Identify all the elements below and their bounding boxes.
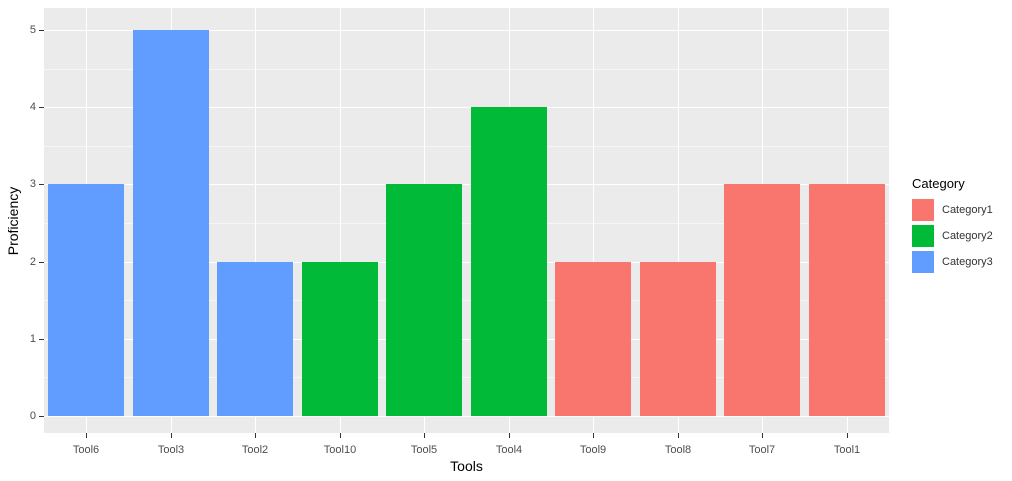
bar-tool10: [302, 262, 378, 416]
y-tick: [39, 107, 44, 109]
x-tick: [593, 433, 594, 438]
gridline-major-v: [678, 8, 679, 433]
y-tick-label: 5: [29, 24, 36, 36]
bar-tool8: [640, 262, 716, 416]
gridline-minor-h: [44, 145, 889, 147]
legend-item-category3: Category3: [912, 251, 1012, 273]
gridline-major-v: [593, 8, 594, 433]
y-tick: [39, 30, 44, 31]
y-tick: [39, 184, 44, 186]
gridline-major-h: [44, 184, 889, 186]
gridline-major-h: [44, 30, 889, 31]
legend-label: Category3: [942, 256, 993, 268]
legend-swatch-category3: [912, 251, 934, 273]
x-tick-label: Tool8: [664, 444, 692, 456]
x-tick-label: Tool1: [833, 444, 861, 456]
plot-panel: [44, 8, 889, 433]
bar-tool6: [48, 184, 124, 416]
bar-tool4: [471, 107, 547, 416]
y-tick: [39, 416, 44, 417]
bar-tool3: [133, 30, 209, 416]
y-tick-label: 0: [29, 410, 36, 422]
gridline-minor-h: [44, 377, 889, 379]
x-tick: [847, 433, 848, 438]
y-tick: [39, 338, 44, 340]
x-tick: [762, 433, 763, 438]
legend-label: Category2: [942, 230, 993, 242]
gridline-major-v: [255, 8, 256, 433]
x-tick: [424, 433, 425, 438]
legend-title: Category: [912, 176, 965, 191]
x-axis-title: Tools: [450, 458, 483, 474]
gridline-minor-h: [44, 68, 889, 70]
legend-swatch-category2: [912, 225, 934, 247]
x-tick: [509, 433, 510, 438]
x-tick-label: Tool2: [241, 444, 269, 456]
y-tick: [39, 261, 44, 263]
legend-swatch-category1: [912, 199, 934, 221]
gridline-minor-h: [44, 300, 889, 302]
bar-tool7: [724, 184, 800, 416]
bar-tool2: [217, 262, 293, 416]
gridline-minor-h: [44, 223, 889, 224]
y-tick-label: 4: [29, 101, 36, 114]
legend: Category Category1 Category2 Category3: [912, 176, 1012, 277]
x-tick-label: Tool3: [157, 444, 185, 456]
x-tick: [255, 433, 256, 438]
y-axis-title: Proficiency: [5, 186, 21, 256]
x-tick: [340, 433, 341, 438]
bar-tool1: [809, 184, 885, 416]
y-tick-label: 2: [29, 255, 36, 268]
x-tick-label: Tool6: [72, 444, 100, 456]
gridline-major-h: [44, 107, 889, 109]
legend-item-category1: Category1: [912, 199, 1012, 221]
x-tick: [678, 433, 679, 438]
x-tick-label: Tool7: [748, 444, 776, 456]
x-tick: [86, 433, 87, 438]
x-tick-label: Tool5: [410, 444, 438, 456]
x-tick-label: Tool9: [579, 444, 607, 456]
x-tick-label: Tool4: [495, 444, 523, 456]
bar-tool9: [555, 262, 631, 416]
x-tick: [171, 433, 172, 438]
gridline-major-h: [44, 416, 889, 417]
bar-tool5: [386, 184, 462, 416]
legend-item-category2: Category2: [912, 225, 1012, 247]
y-tick-label: 3: [29, 178, 36, 191]
gridline-major-h: [44, 261, 889, 263]
gridline-major-v: [340, 8, 341, 433]
x-tick-label: Tool10: [323, 444, 357, 456]
legend-label: Category1: [942, 204, 993, 216]
y-tick-label: 1: [29, 332, 36, 345]
gridline-major-h: [44, 338, 889, 340]
